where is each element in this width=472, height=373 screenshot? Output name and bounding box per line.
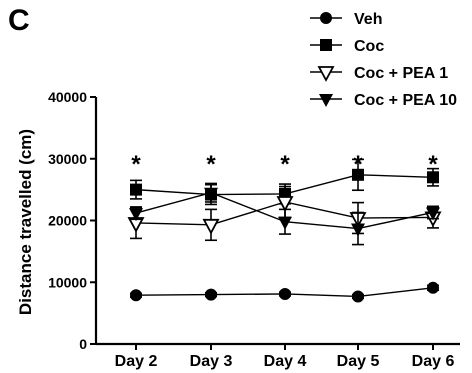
data-point bbox=[352, 168, 364, 181]
x-tick-label: Day 5 bbox=[337, 353, 380, 370]
significance-asterisk: * bbox=[206, 151, 216, 178]
x-tick-label: Day 2 bbox=[115, 353, 158, 370]
significance-asterisk: * bbox=[428, 151, 438, 178]
data-point bbox=[204, 187, 218, 201]
data-point bbox=[276, 196, 294, 212]
series-coc-pea-10 bbox=[129, 182, 440, 246]
y-axis-label: Distance travelled (cm) bbox=[16, 129, 35, 315]
legend-item: Coc + PEA 10 bbox=[310, 92, 457, 109]
legend-item: Veh bbox=[310, 11, 382, 28]
data-point bbox=[317, 66, 335, 82]
y-tick-label: 20000 bbox=[48, 213, 87, 229]
y-tick-label: 40000 bbox=[48, 89, 87, 105]
data-point bbox=[279, 287, 291, 300]
legend-label: Coc + PEA 1 bbox=[354, 65, 448, 82]
data-point bbox=[130, 289, 142, 302]
legend-label: Coc + PEA 10 bbox=[354, 92, 457, 109]
data-point bbox=[351, 223, 365, 237]
series-veh bbox=[130, 281, 439, 303]
significance-annotations: * * * * * bbox=[131, 151, 438, 178]
significance-asterisk: * bbox=[280, 151, 290, 178]
legend: Veh Coc Coc + PEA 1 Coc + PEA 10 bbox=[310, 11, 457, 109]
y-tick-label: 10000 bbox=[48, 274, 87, 290]
data-point bbox=[278, 216, 292, 230]
x-tick-label: Day 4 bbox=[264, 353, 307, 370]
data-point bbox=[202, 218, 220, 235]
data-point bbox=[427, 281, 439, 294]
x-axis-ticks: Day 2 Day 3 Day 4 Day 5 Day 6 bbox=[115, 344, 455, 370]
data-point bbox=[205, 288, 217, 301]
legend-label: Veh bbox=[354, 11, 382, 28]
data-point bbox=[320, 12, 332, 24]
data-point bbox=[319, 94, 333, 107]
x-tick-label: Day 6 bbox=[412, 353, 455, 370]
legend-label: Coc bbox=[354, 38, 384, 55]
data-point bbox=[352, 290, 364, 303]
x-tick-label: Day 3 bbox=[190, 353, 233, 370]
data-point bbox=[426, 207, 440, 221]
data-point bbox=[320, 39, 332, 51]
y-tick-label: 30000 bbox=[48, 151, 87, 167]
significance-asterisk: * bbox=[131, 151, 141, 178]
data-point bbox=[129, 208, 143, 222]
data-point bbox=[427, 171, 439, 184]
data-point bbox=[130, 183, 142, 196]
panel-label: C bbox=[8, 4, 30, 37]
series-layer bbox=[127, 158, 442, 303]
legend-item: Coc bbox=[310, 38, 384, 55]
significance-asterisk: * bbox=[353, 151, 363, 178]
y-axis-ticks: 0 10000 20000 30000 40000 bbox=[48, 89, 96, 352]
legend-item: Coc + PEA 1 bbox=[310, 65, 448, 82]
y-tick-label: 0 bbox=[79, 336, 87, 352]
axes bbox=[94, 97, 460, 346]
